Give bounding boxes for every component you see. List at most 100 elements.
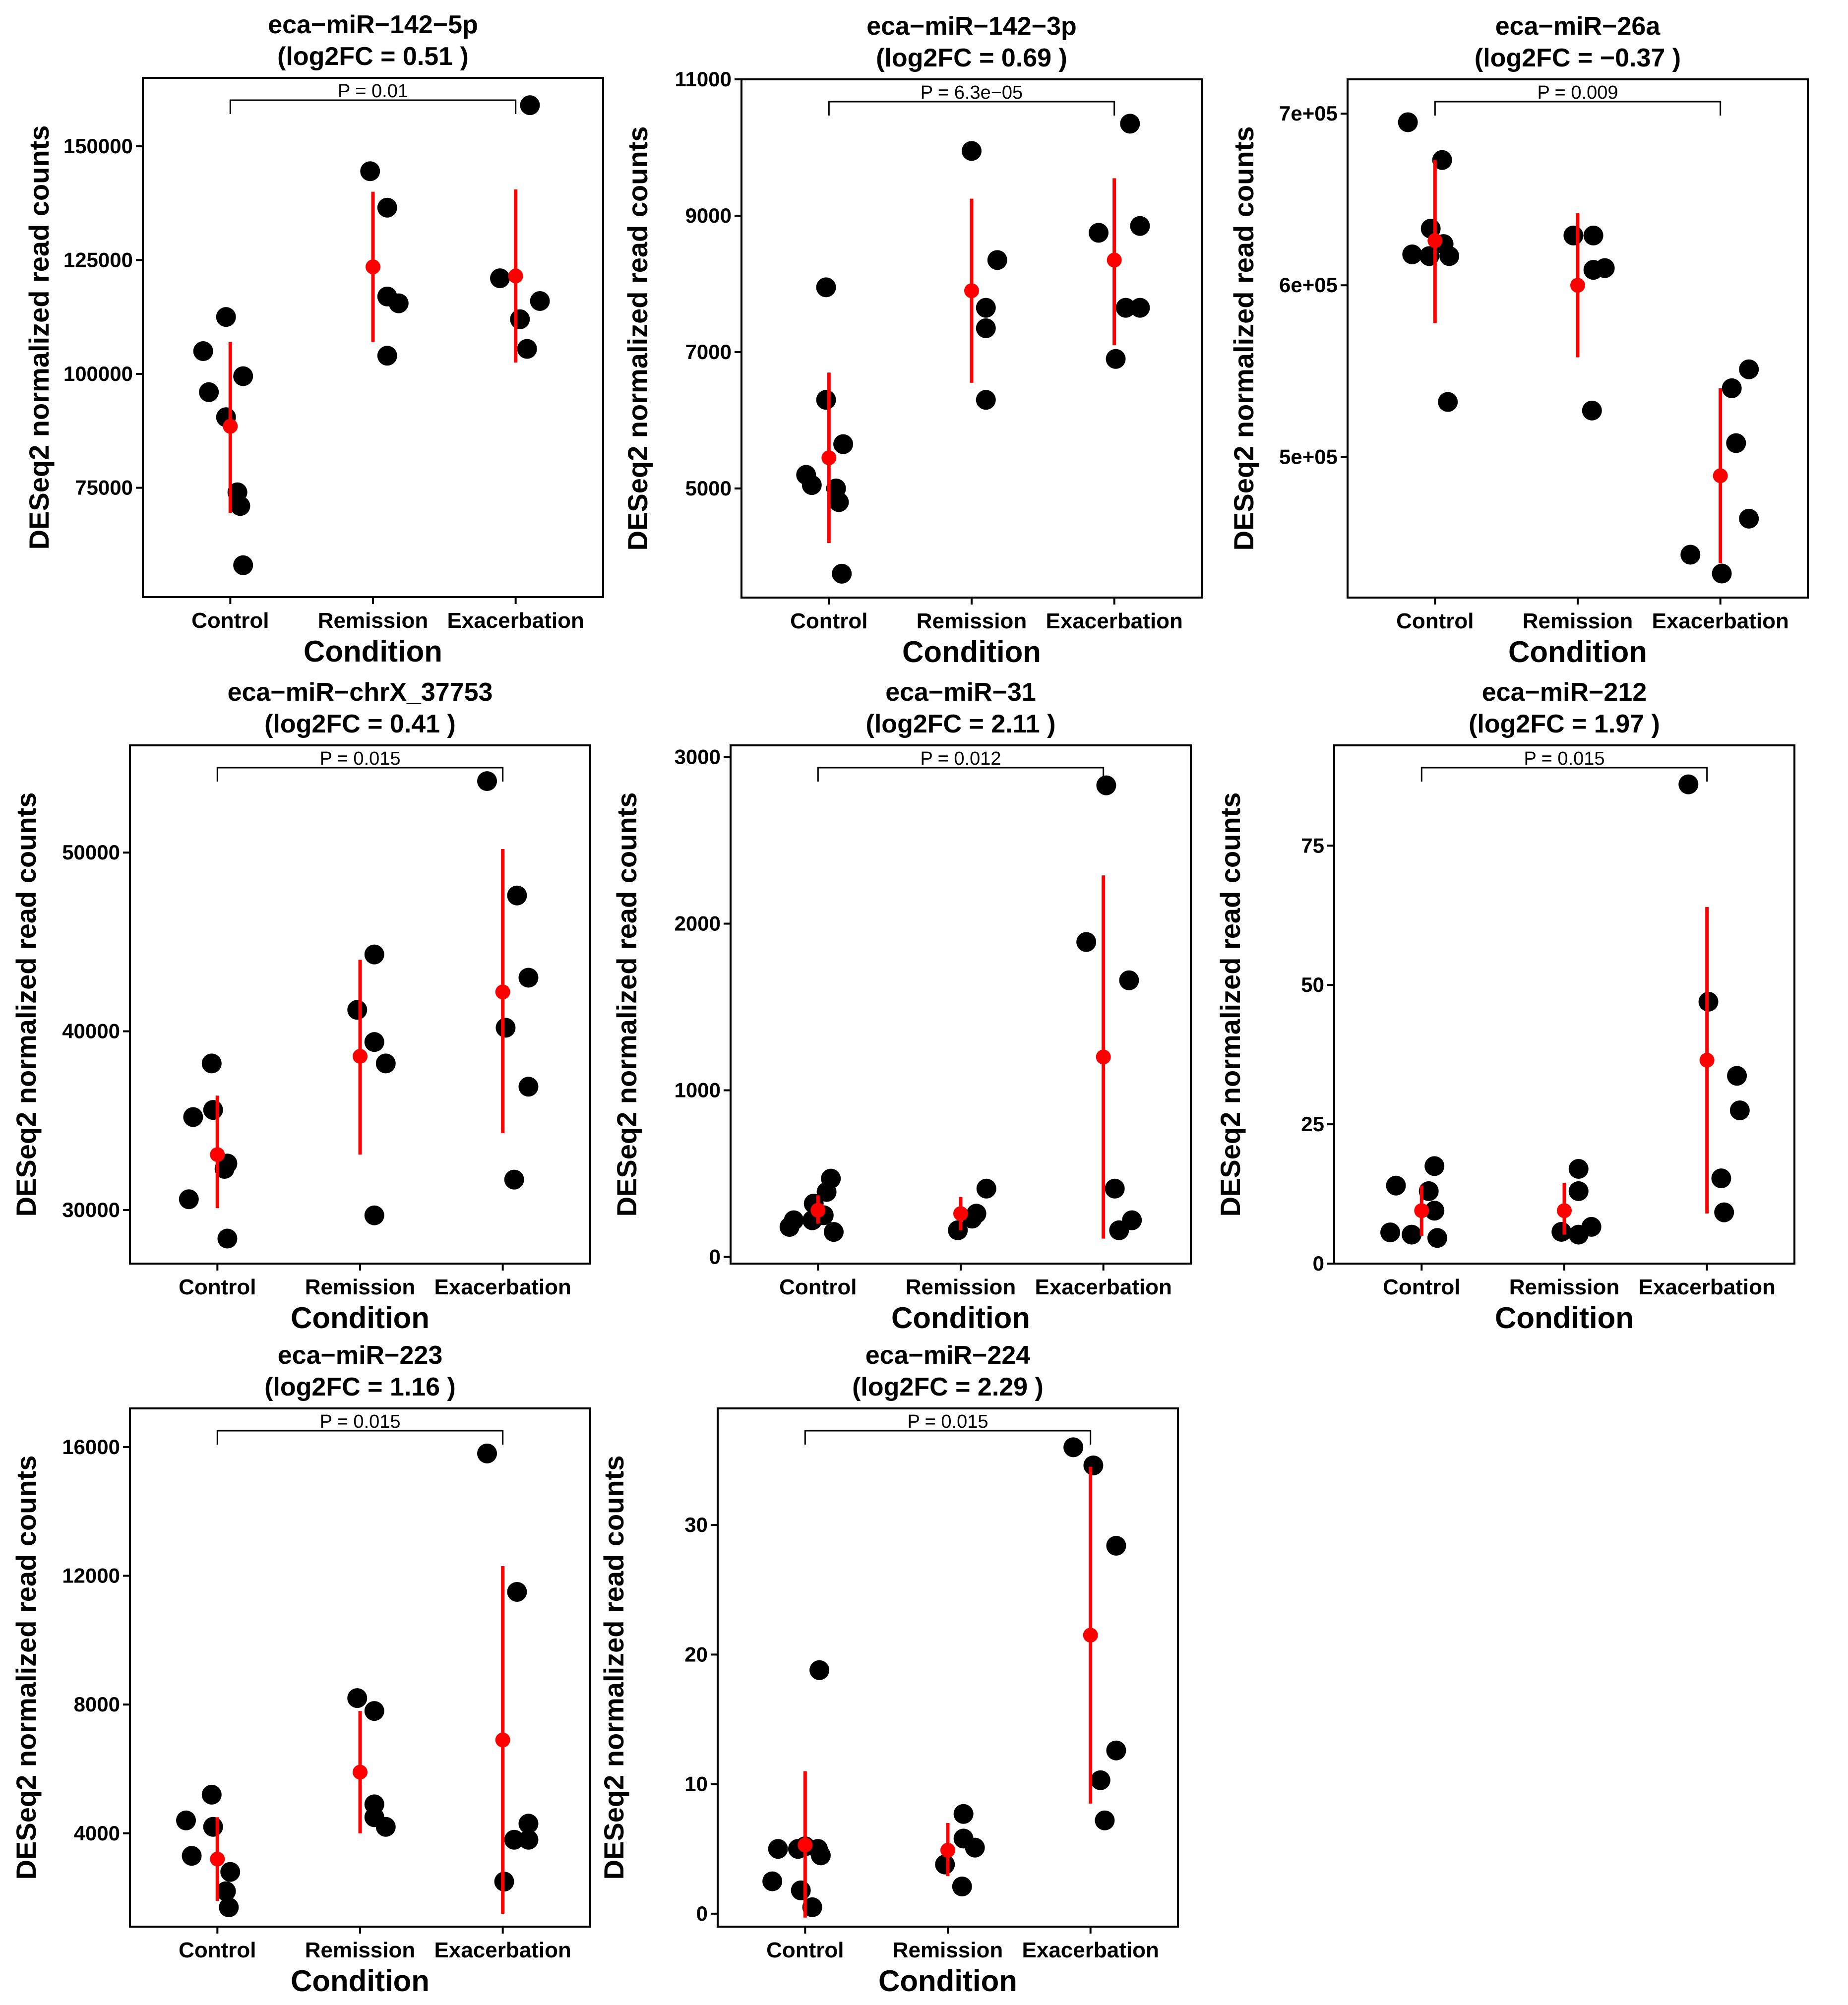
data-point — [176, 1810, 196, 1830]
x-tick-label: Control — [790, 609, 867, 633]
x-axis-label: Condition — [891, 1301, 1030, 1335]
data-point — [1722, 378, 1742, 398]
data-point — [1432, 150, 1452, 170]
data-point — [179, 1189, 199, 1210]
y-tick-label: 0 — [1313, 1252, 1324, 1275]
mean-point — [495, 984, 510, 1000]
chart-title: eca−miR−142−3p — [866, 12, 1077, 41]
mean-point — [508, 268, 523, 284]
x-tick-label: Control — [779, 1275, 857, 1299]
data-point — [1727, 1066, 1747, 1086]
data-point — [1568, 1181, 1589, 1201]
data-point — [1739, 359, 1759, 379]
mean-point — [1557, 1203, 1572, 1218]
y-axis-label: DESeq2 normalized read counts — [1215, 792, 1246, 1217]
data-point — [1424, 1201, 1445, 1221]
data-point — [832, 563, 852, 584]
chart-title: eca−miR−223 — [278, 1341, 443, 1370]
y-tick-label: 50000 — [62, 841, 120, 864]
data-point — [1582, 400, 1602, 421]
data-point — [1096, 775, 1116, 795]
data-point — [199, 382, 219, 402]
y-axis-label: DESeq2 normalized read counts — [23, 125, 55, 550]
pvalue-bracket — [817, 767, 1105, 782]
data-point — [477, 771, 497, 791]
mean-point — [798, 1837, 813, 1853]
data-point — [1712, 563, 1732, 584]
mean-point — [821, 450, 837, 466]
data-point — [201, 1053, 222, 1074]
mean-point — [366, 259, 380, 275]
data-point — [388, 293, 409, 313]
data-point — [768, 1839, 788, 1859]
data-point — [802, 1897, 822, 1917]
mean-point — [353, 1049, 368, 1064]
data-point — [347, 1688, 368, 1708]
mean-point — [210, 1147, 225, 1162]
x-tick-label: Control — [191, 608, 269, 633]
data-point — [217, 1228, 238, 1249]
data-point — [233, 555, 253, 575]
x-tick-label: Control — [1396, 609, 1474, 633]
data-point — [203, 1100, 223, 1120]
chart-title: eca−miR−31 — [885, 678, 1036, 707]
x-tick-label: Exacerbation — [447, 608, 584, 633]
data-point — [477, 1443, 497, 1463]
plot-frame — [129, 1407, 591, 1928]
data-point — [1095, 1810, 1115, 1830]
chart-subtitle: (log2FC = −0.37 ) — [1475, 44, 1681, 72]
pvalue-bracket — [804, 1430, 1092, 1445]
data-point — [1063, 1437, 1084, 1458]
data-point — [1115, 298, 1136, 318]
x-axis-label: Condition — [1508, 635, 1647, 668]
x-tick-label: Exacerbation — [1022, 1938, 1159, 1962]
data-point — [1438, 392, 1458, 412]
y-tick-label: 10 — [684, 1772, 708, 1796]
x-axis-label: Condition — [878, 1964, 1017, 1998]
y-tick-label: 16000 — [62, 1435, 120, 1458]
data-point — [1105, 1178, 1125, 1199]
y-axis-label: DESeq2 normalized read counts — [611, 792, 642, 1217]
x-tick-label: Remission — [1523, 609, 1633, 633]
chart-panel-2: eca−miR−142−3p (log2FC = 0.69 ) 5000 7000 90… — [622, 12, 1203, 668]
y-tick-label: 9000 — [685, 204, 732, 227]
chart-panel-7: eca−miR−223 (log2FC = 1.16 ) 4000 8000 12000… — [10, 1341, 591, 1998]
data-point — [762, 1871, 783, 1891]
mean-point — [1096, 1049, 1111, 1065]
data-point — [377, 197, 397, 218]
data-point — [203, 1817, 223, 1837]
mean-point — [210, 1851, 225, 1867]
mean-point — [1083, 1628, 1098, 1643]
data-point — [791, 1880, 811, 1900]
x-tick-label: Remission — [318, 608, 429, 633]
data-point — [935, 1854, 955, 1875]
pvalue-bracket — [1434, 101, 1722, 116]
data-point — [219, 1897, 239, 1918]
y-tick-label: 8000 — [74, 1693, 120, 1716]
pvalue-label: P = 0.015 — [1524, 748, 1604, 769]
data-point — [364, 1701, 384, 1721]
pvalue-label: P = 0.009 — [1537, 82, 1618, 103]
data-point — [364, 1032, 384, 1052]
data-point — [495, 1018, 516, 1038]
y-tick-label: 75000 — [75, 476, 133, 499]
data-point — [1106, 1535, 1126, 1556]
mean-point — [223, 419, 238, 434]
y-tick-label: 5000 — [685, 477, 732, 500]
data-point — [1711, 1168, 1731, 1189]
y-tick-label: 100000 — [63, 362, 133, 385]
chart-subtitle: (log2FC = 2.11 ) — [866, 710, 1056, 738]
data-point — [216, 307, 236, 327]
mean-point — [953, 1206, 968, 1221]
data-point — [1106, 1740, 1126, 1761]
data-point — [504, 1829, 524, 1850]
x-tick-label: Remission — [906, 1275, 1016, 1299]
data-point — [504, 1169, 524, 1190]
chart-panel-4: eca−miR−chrX_37753 (log2FC = 0.41 ) 30000 4… — [10, 678, 591, 1335]
data-point — [1726, 433, 1746, 453]
data-point — [518, 1829, 539, 1850]
data-point — [182, 1846, 202, 1866]
data-point — [507, 1581, 527, 1602]
data-point — [220, 1862, 241, 1882]
data-point — [517, 339, 537, 359]
